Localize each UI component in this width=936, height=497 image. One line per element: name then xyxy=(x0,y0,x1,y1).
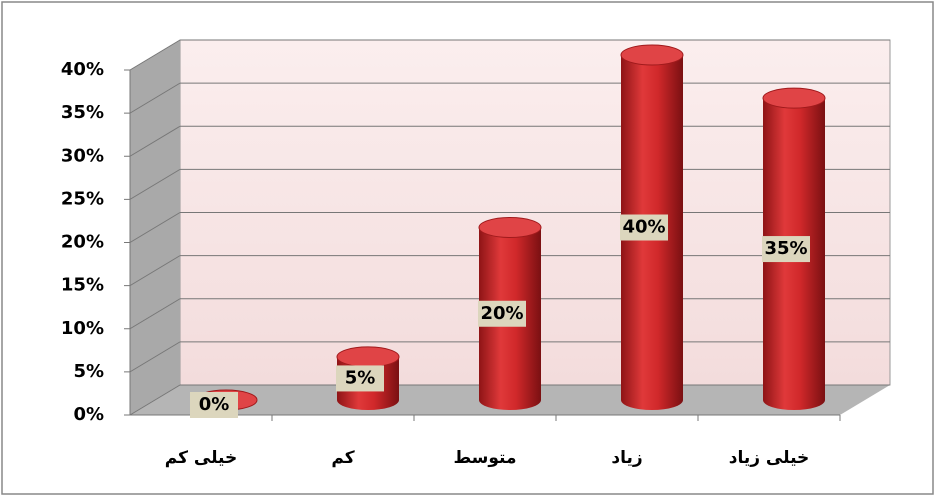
grid-line xyxy=(129,384,181,416)
y-tick-label: 10% xyxy=(61,318,104,339)
value-label-box xyxy=(762,236,810,263)
grid-line xyxy=(129,212,181,243)
value-label: 40% xyxy=(622,217,665,238)
value-label: 0% xyxy=(199,394,230,415)
y-tick-label: 0% xyxy=(73,404,104,425)
bar-top xyxy=(762,87,826,109)
value-label: 20% xyxy=(480,303,523,324)
y-tick-label: 30% xyxy=(61,145,104,166)
bar-top xyxy=(336,346,400,368)
value-label-box xyxy=(620,214,668,241)
bar-top xyxy=(478,217,542,238)
value-label-box xyxy=(190,392,238,418)
y-tick-label: 40% xyxy=(61,59,104,80)
y-tick-label: 35% xyxy=(61,102,104,123)
bar-top xyxy=(620,44,684,66)
x-tick-label: خیلی زیاد xyxy=(729,448,810,468)
y-tick-label: 15% xyxy=(61,275,104,296)
grid-line xyxy=(129,168,181,200)
value-label: 35% xyxy=(764,238,807,259)
grid-line xyxy=(129,39,181,71)
y-tick-label: 20% xyxy=(61,232,104,253)
grid-line xyxy=(129,255,181,287)
grid-line xyxy=(129,298,181,330)
grid-line xyxy=(129,125,181,157)
value-label: 5% xyxy=(345,367,376,388)
y-tick-label: 5% xyxy=(73,361,104,382)
x-tick-label: متوسط xyxy=(453,448,516,468)
value-label-box xyxy=(336,365,384,392)
grid-line xyxy=(129,82,181,114)
y-tick-label: 25% xyxy=(61,188,104,209)
grid-line xyxy=(129,341,181,373)
value-label-box xyxy=(478,300,526,327)
x-tick-label: خیلی کم xyxy=(165,448,237,468)
x-tick-label: کم xyxy=(331,448,354,468)
x-tick-label: زیاد xyxy=(611,448,642,468)
